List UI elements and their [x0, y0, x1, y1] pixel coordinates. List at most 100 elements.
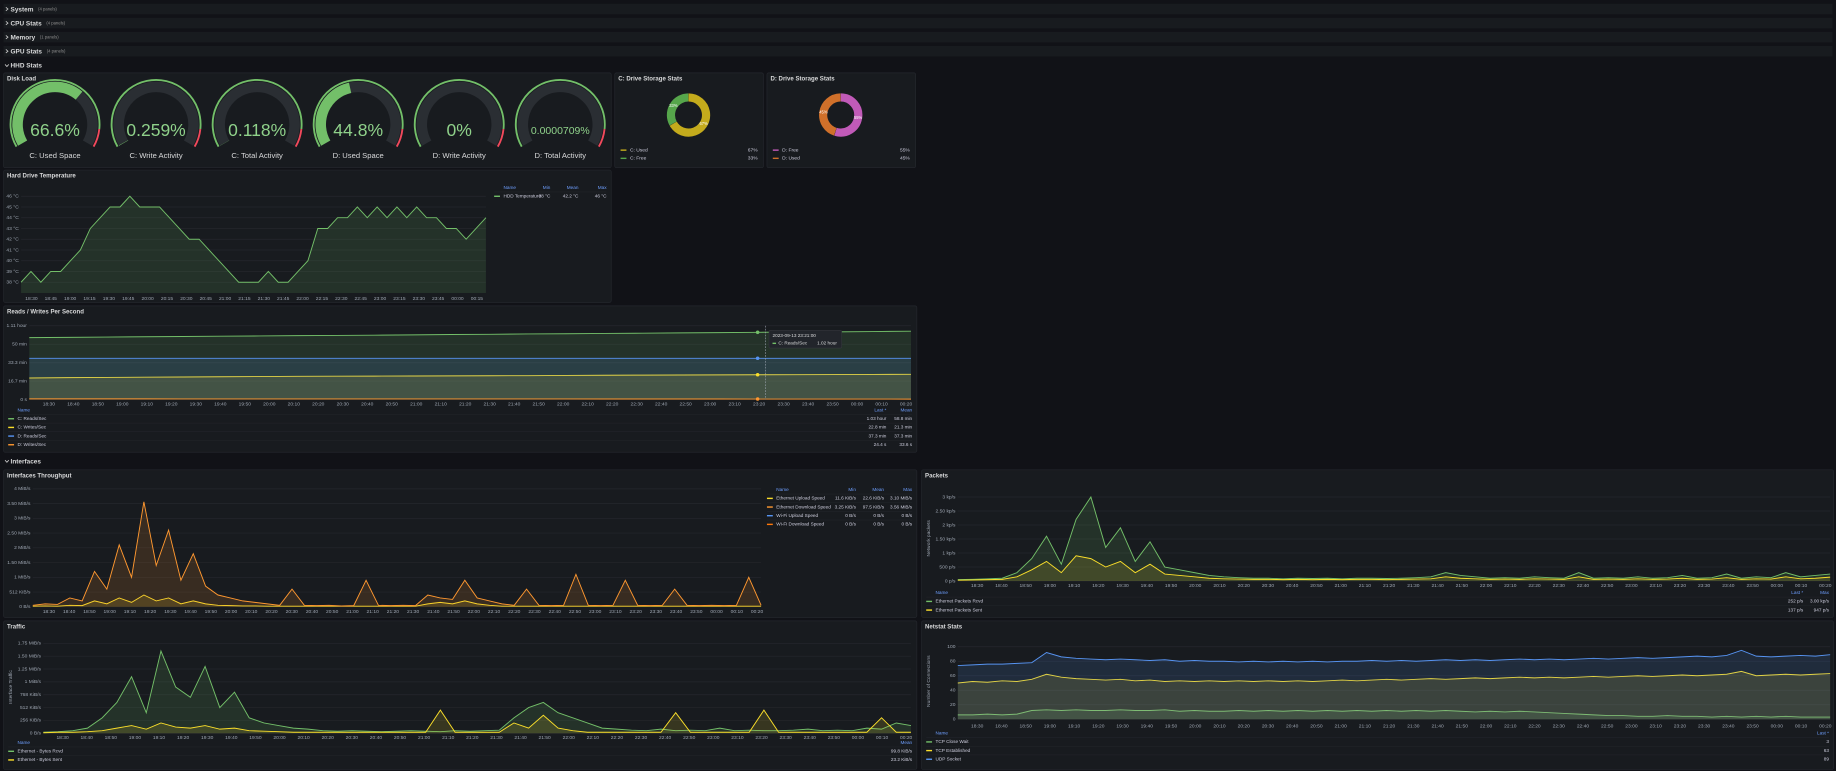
legend-value: 3 — [1826, 739, 1829, 744]
x-tick-label: 18:40 — [995, 724, 1008, 730]
legend-header: Min — [848, 487, 856, 492]
gauge-label: 0% — [447, 120, 472, 140]
slice-label: 55% — [854, 115, 863, 120]
x-tick-label: 19:45 — [122, 296, 135, 302]
gauge-threshold — [193, 128, 202, 148]
row-title-text: HHD Stats — [11, 62, 43, 69]
x-tick-label: 22:40 — [549, 609, 562, 615]
x-tick-label: 00:00 — [851, 402, 864, 408]
panel — [921, 620, 1835, 770]
x-tick-label: 22:00 — [296, 296, 309, 302]
series-area — [29, 374, 911, 400]
row-note: (4 panels) — [38, 7, 57, 12]
x-tick-label: 00:00 — [1771, 724, 1784, 730]
x-tick-label: 22:20 — [1528, 583, 1541, 589]
donut-slice — [666, 93, 689, 126]
x-tick-label: 22:20 — [1528, 724, 1541, 730]
x-tick-label: 22:00 — [563, 735, 576, 741]
legend-header: Name — [18, 407, 31, 412]
legend-value: 21.3 min — [894, 425, 912, 430]
legend-value: 45% — [900, 156, 910, 162]
hover-point — [755, 330, 760, 335]
x-tick-label: 19:50 — [205, 609, 218, 615]
row-chevron — [5, 49, 9, 54]
panel — [3, 169, 612, 303]
series-line — [957, 670, 1831, 684]
legend-name: Ethernet - Bytes Sent — [18, 757, 63, 762]
y-tick-label: 1 MiB/s — [25, 679, 42, 685]
x-tick-label: 18:50 — [105, 735, 118, 741]
gauge-threshold — [413, 78, 505, 148]
x-tick-label: 00:10 — [731, 609, 744, 615]
x-tick-label: 21:50 — [1456, 583, 1469, 589]
x-tick-label: 20:40 — [361, 402, 374, 408]
x-tick-label: 20:00 — [225, 609, 238, 615]
legend-header: Name — [936, 730, 949, 735]
series-area — [957, 671, 1831, 720]
series-line — [32, 594, 762, 607]
legend-header: Mean — [900, 740, 912, 745]
x-tick-label: 19:00 — [129, 735, 142, 741]
tooltip-value: 1.02 hour — [817, 341, 837, 346]
x-tick-label: 23:40 — [804, 735, 817, 741]
legend-header: Max — [903, 487, 912, 492]
series-area — [957, 650, 1831, 720]
x-tick-label: 21:00 — [1335, 724, 1348, 730]
y-tick-label: 2 kp/s — [942, 522, 956, 528]
y-tick-label: 0 B/s — [30, 731, 42, 737]
x-tick-label: 19:00 — [1044, 583, 1057, 589]
x-tick-label: 19:20 — [1092, 724, 1105, 730]
y-tick-label: 16.7 min — [8, 378, 27, 384]
x-tick-label: 19:00 — [104, 609, 117, 615]
x-tick-label: 19:40 — [184, 609, 197, 615]
x-tick-label: 20:10 — [1213, 583, 1226, 589]
slice-label: 45% — [819, 109, 828, 114]
x-tick-label: 21:50 — [1456, 724, 1469, 730]
panel-title: Traffic — [7, 623, 26, 630]
x-tick-label: 19:00 — [116, 402, 129, 408]
donut-slice — [834, 93, 863, 137]
panel-title: Netstat Stats — [925, 623, 963, 630]
legend-value: 0 B/s — [845, 522, 856, 527]
x-tick-label: 20:00 — [1189, 724, 1202, 730]
hover-point — [755, 373, 760, 377]
gauge-threshold — [294, 128, 303, 148]
x-tick-label: 21:40 — [514, 735, 527, 741]
x-tick-label: 23:30 — [1698, 583, 1711, 589]
x-tick-label: 21:00 — [1335, 583, 1348, 589]
row-chevron — [4, 64, 10, 68]
x-tick-label: 23:20 — [1674, 583, 1687, 589]
y-tick-label: 44 °C — [6, 215, 19, 221]
x-tick-label: 20:50 — [326, 609, 339, 615]
legend-header: Max — [1820, 590, 1829, 595]
x-tick-label: 19:10 — [153, 735, 166, 741]
gauge-value — [12, 81, 83, 146]
gauge-label: 0.118% — [228, 120, 286, 140]
hover-point — [755, 397, 760, 401]
x-tick-label: 22:00 — [1480, 724, 1493, 730]
panel-title: Interfaces Throughput — [7, 472, 71, 479]
y-tick-label: 33.3 min — [8, 360, 27, 366]
legend-swatch — [766, 497, 773, 500]
x-tick-label: 19:50 — [1165, 583, 1178, 589]
legend-header: Name — [936, 590, 949, 595]
legend-name: D: Used — [782, 156, 800, 162]
gauge-threshold — [211, 78, 303, 148]
legend-name: Ethernet - Bytes Rcvd — [18, 749, 64, 754]
series-area — [957, 496, 1831, 582]
legend-name: HDD Temperature — [503, 194, 541, 199]
y-tick-label: 40 °C — [6, 258, 19, 264]
legend-value: 63 — [1824, 748, 1830, 753]
row-chevron — [5, 35, 9, 40]
x-tick-label: 19:30 — [164, 609, 177, 615]
x-tick-label: 21:20 — [1383, 583, 1396, 589]
legend-swatch — [772, 157, 779, 160]
x-tick-label: 22:30 — [1553, 583, 1566, 589]
x-tick-label: 20:20 — [322, 735, 335, 741]
legend-header: Name — [503, 185, 516, 190]
x-tick-label: 19:40 — [1141, 583, 1154, 589]
x-tick-label: 23:00 — [374, 296, 387, 302]
y-axis-label: Number of Connections — [926, 655, 932, 707]
x-tick-label: 20:20 — [265, 609, 278, 615]
